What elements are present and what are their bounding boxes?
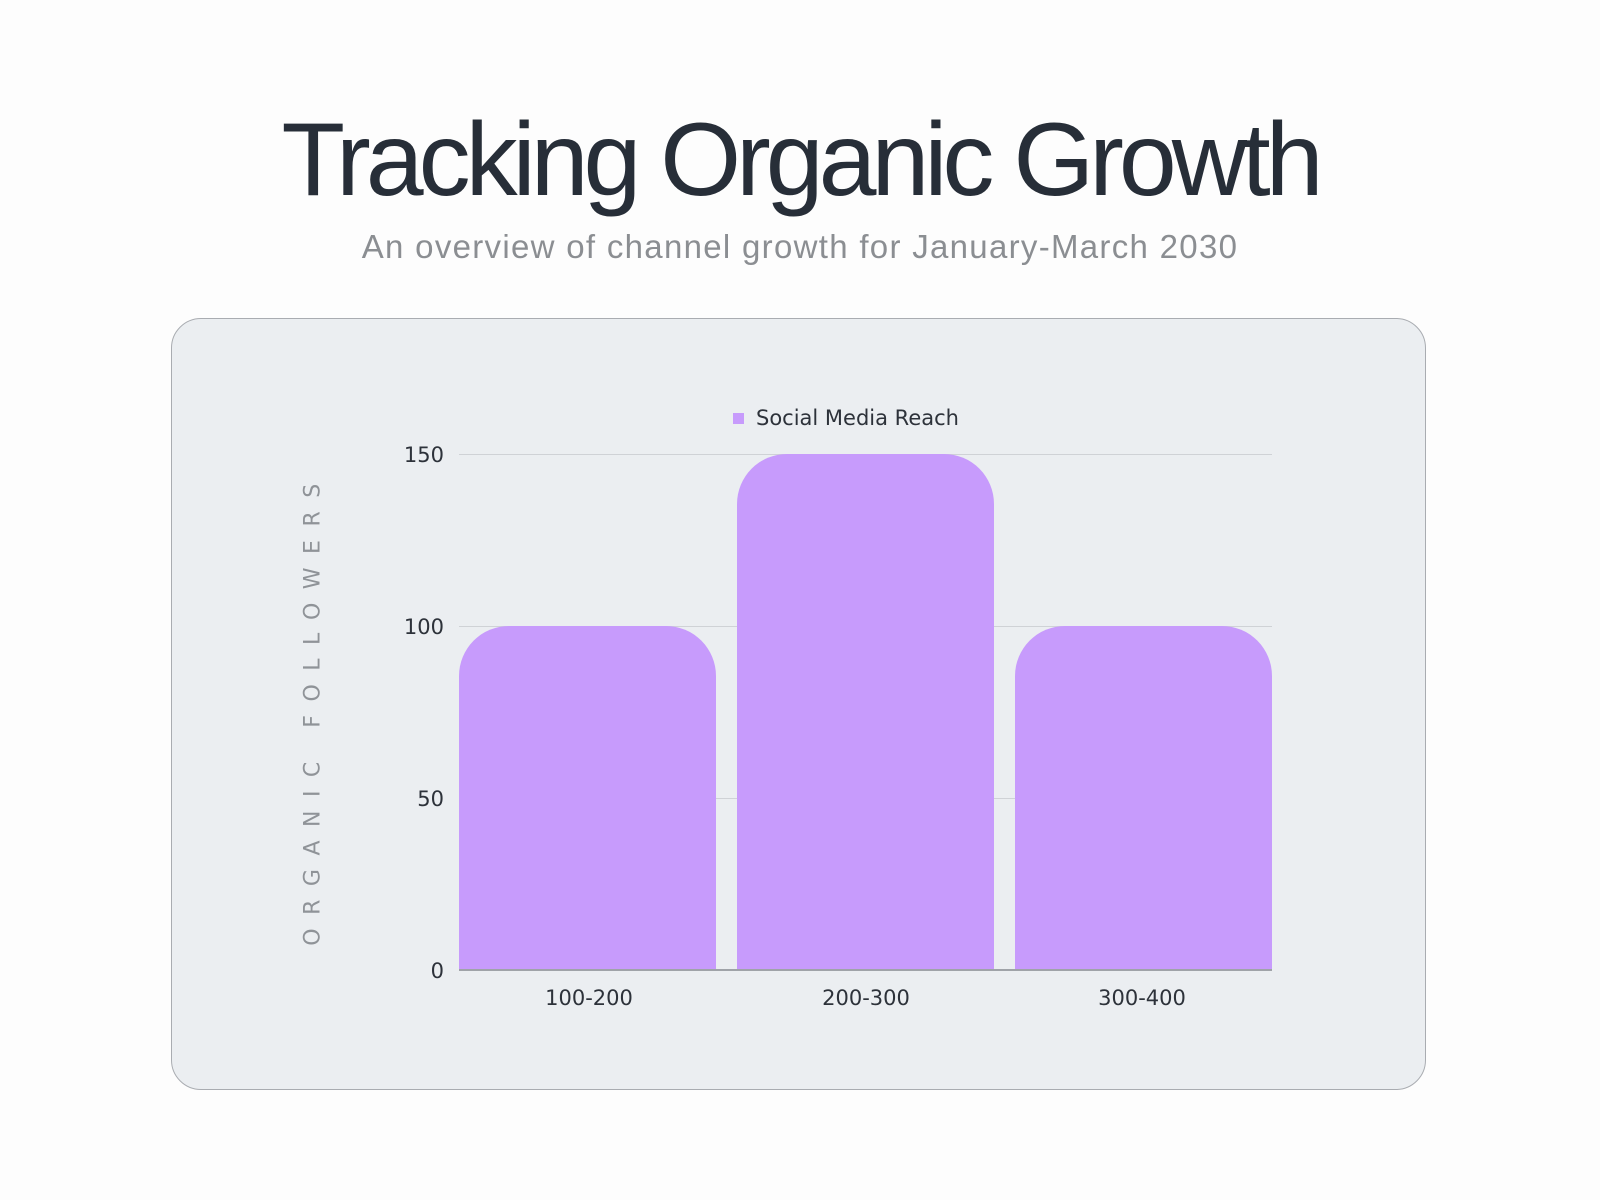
x-axis-baseline xyxy=(459,969,1272,971)
page-subtitle: An overview of channel growth for Januar… xyxy=(361,228,1239,265)
legend-swatch xyxy=(733,412,744,424)
x-tick-100-200: 100-200 xyxy=(545,986,633,1010)
bar-300-400 xyxy=(1015,626,1272,970)
y-tick-150: 150 xyxy=(403,443,444,467)
bar-200-300 xyxy=(737,454,994,970)
chart-legend: Social Media Reach xyxy=(733,406,959,430)
y-axis-title: ORGANIC FOLLOWERS xyxy=(300,470,326,946)
x-tick-200-300: 200-300 xyxy=(822,986,910,1010)
y-tick-50: 50 xyxy=(417,787,444,811)
legend-label: Social Media Reach xyxy=(756,406,959,430)
y-tick-100: 100 xyxy=(403,615,444,639)
bar-100-200 xyxy=(459,626,716,970)
y-tick-0: 0 xyxy=(430,959,444,983)
x-tick-300-400: 300-400 xyxy=(1098,986,1186,1010)
page-title: Tracking Organic Growth xyxy=(281,102,1323,218)
